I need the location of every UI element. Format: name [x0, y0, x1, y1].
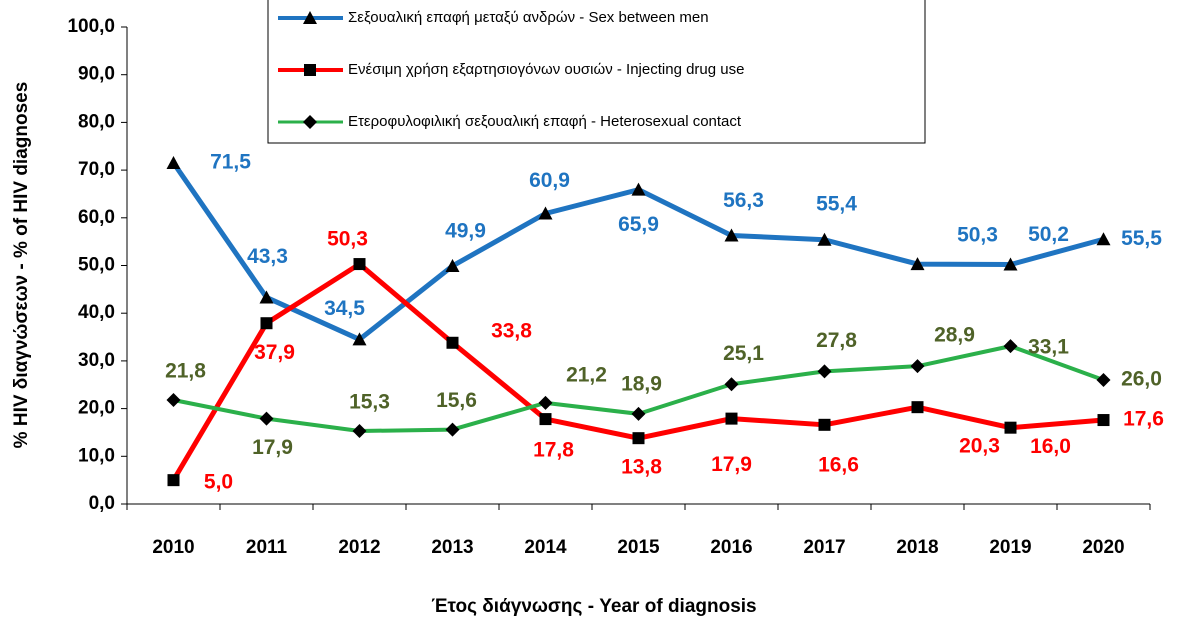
- data-label: 15,6: [436, 389, 477, 412]
- marker: [538, 206, 553, 220]
- data-label: 37,9: [254, 341, 295, 364]
- x-tick-label: 2012: [338, 537, 380, 558]
- data-label: 16,6: [818, 453, 859, 476]
- y-tick-label: 80,0: [78, 111, 115, 132]
- marker: [166, 393, 181, 408]
- data-label: 20,3: [959, 435, 1000, 458]
- x-tick-label: 2020: [1082, 537, 1124, 558]
- marker: [1097, 414, 1110, 427]
- data-label: 17,9: [711, 453, 752, 476]
- marker: [538, 395, 553, 410]
- legend-marker: [304, 64, 316, 76]
- data-label: 17,9: [252, 436, 293, 459]
- marker: [445, 258, 460, 272]
- marker: [910, 359, 925, 374]
- y-tick-label: 20,0: [78, 398, 115, 419]
- marker: [817, 364, 832, 379]
- legend-marker: [303, 11, 317, 24]
- data-label: 34,5: [324, 297, 365, 320]
- x-axis-title: Έτος διάγνωσης - Year of diagnosis: [431, 596, 756, 617]
- marker: [1003, 339, 1018, 354]
- y-tick-label: 70,0: [78, 159, 115, 180]
- data-label: 21,2: [566, 363, 607, 386]
- marker: [352, 332, 367, 346]
- data-label: 33,1: [1028, 336, 1069, 359]
- marker: [724, 377, 739, 392]
- data-label: 28,9: [934, 324, 975, 347]
- marker: [166, 155, 181, 169]
- x-tick-label: 2013: [431, 537, 473, 558]
- data-label: 15,3: [349, 391, 390, 414]
- marker: [352, 424, 367, 439]
- marker: [911, 401, 924, 414]
- data-label: 50,3: [957, 224, 998, 247]
- data-label: 49,9: [445, 220, 486, 243]
- marker: [446, 336, 459, 349]
- marker: [1004, 421, 1017, 434]
- legend-label: Ετεροφυλοφιλική σεξουαλική επαφή - Heter…: [348, 113, 742, 130]
- data-label: 60,9: [529, 169, 570, 192]
- marker: [353, 258, 366, 271]
- y-tick-label: 100,0: [67, 16, 115, 37]
- data-label: 17,6: [1123, 408, 1164, 431]
- data-label: 43,3: [247, 245, 288, 268]
- marker: [725, 412, 738, 425]
- data-label: 26,0: [1121, 368, 1162, 391]
- marker: [259, 290, 274, 304]
- y-tick-label: 30,0: [78, 350, 115, 371]
- y-tick-label: 60,0: [78, 207, 115, 228]
- data-label: 55,5: [1121, 227, 1162, 250]
- data-label: 56,3: [723, 189, 764, 212]
- marker: [445, 422, 460, 437]
- legend-marker: [303, 115, 317, 129]
- y-tick-label: 0,0: [89, 493, 115, 514]
- x-tick-label: 2015: [617, 537, 660, 558]
- x-tick-label: 2014: [524, 537, 567, 558]
- data-label: 25,1: [723, 342, 764, 365]
- data-label: 65,9: [618, 213, 659, 236]
- marker: [167, 474, 180, 487]
- marker: [1003, 257, 1018, 271]
- y-axis-title: % HIV διαγνώσεων - % of HIV diagnoses: [11, 82, 32, 449]
- y-tick-label: 50,0: [78, 255, 115, 276]
- y-tick-label: 90,0: [78, 64, 115, 85]
- marker: [631, 182, 646, 196]
- marker: [1096, 232, 1111, 246]
- x-tick-label: 2019: [989, 537, 1031, 558]
- legend-label: Σεξουαλική επαφή μεταξύ ανδρών - Sex bet…: [348, 9, 709, 26]
- data-label: 18,9: [621, 372, 662, 395]
- data-label: 33,8: [491, 319, 532, 342]
- marker: [1096, 372, 1111, 387]
- y-tick-label: 10,0: [78, 445, 115, 466]
- marker: [724, 228, 739, 242]
- data-label: 55,4: [816, 192, 857, 215]
- marker: [539, 413, 552, 426]
- x-tick-label: 2016: [710, 537, 752, 558]
- marker: [632, 432, 645, 445]
- legend-label: Ενέσιμη χρήση εξαρτησιογόνων ουσιών - In…: [348, 61, 744, 78]
- data-label: 27,8: [816, 329, 857, 352]
- legend-box: [267, 0, 926, 144]
- data-label: 13,8: [621, 456, 662, 479]
- x-tick-label: 2010: [152, 537, 194, 558]
- x-tick-label: 2011: [246, 537, 288, 558]
- marker: [910, 257, 925, 271]
- x-tick-label: 2017: [803, 537, 845, 558]
- marker: [631, 406, 646, 421]
- data-label: 50,2: [1028, 223, 1069, 246]
- data-label: 50,3: [327, 228, 368, 251]
- data-label: 5,0: [204, 471, 233, 494]
- data-label: 71,5: [210, 150, 251, 173]
- marker: [818, 418, 831, 431]
- data-label: 17,8: [533, 439, 574, 462]
- x-tick-label: 2018: [896, 537, 938, 558]
- marker: [260, 317, 273, 330]
- marker: [817, 232, 832, 246]
- marker: [259, 411, 274, 426]
- data-label: 21,8: [165, 360, 206, 383]
- y-tick-label: 40,0: [78, 302, 115, 323]
- data-label: 16,0: [1030, 435, 1071, 458]
